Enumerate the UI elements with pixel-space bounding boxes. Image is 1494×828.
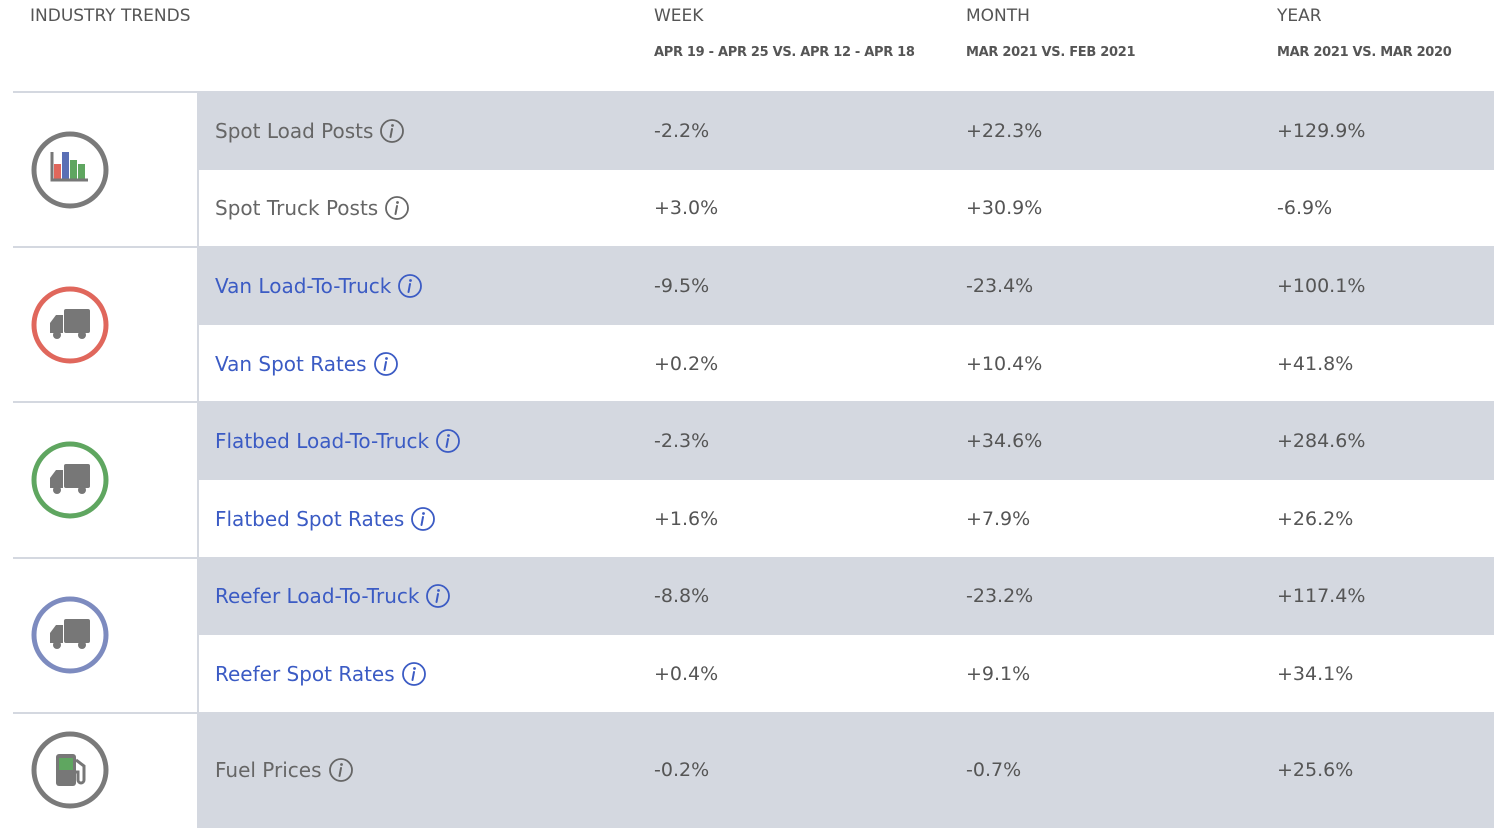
column-header: YEAR xyxy=(1277,6,1322,26)
label-text: Reefer Spot Rates xyxy=(215,661,395,686)
cell-value: +7.9% xyxy=(966,507,1031,530)
cell-value: +41.8% xyxy=(1277,352,1354,375)
row-label: Fuel Prices xyxy=(215,757,354,783)
cell-value: -0.7% xyxy=(966,759,1022,782)
cell-value: -23.2% xyxy=(966,585,1034,608)
info-icon xyxy=(425,583,451,609)
group-icon xyxy=(30,130,110,210)
column-header: WEEK xyxy=(654,6,704,26)
label-text: Van Load-To-Truck xyxy=(215,273,392,298)
column-subtitle: MAR 2021 VS. MAR 2020 xyxy=(1277,45,1452,60)
label-text: Fuel Prices xyxy=(215,758,322,783)
cell-value: -9.5% xyxy=(654,274,710,297)
group-icon xyxy=(30,440,110,520)
label-text: Reefer Load-To-Truck xyxy=(215,584,420,609)
cell-value: +25.6% xyxy=(1277,759,1354,782)
row-label: Spot Load Posts xyxy=(215,118,405,144)
info-icon xyxy=(397,273,423,299)
cell-value: -0.2% xyxy=(654,759,710,782)
cell-value: +9.1% xyxy=(966,662,1031,685)
table-row: Van Load-To-Truck -9.5% -23.4% +100.1% xyxy=(198,247,1494,325)
info-icon xyxy=(410,506,436,532)
page-title: INDUSTRY TRENDS xyxy=(30,6,191,26)
info-icon xyxy=(373,351,399,377)
label-text: Flatbed Load-To-Truck xyxy=(215,429,430,454)
group-icon xyxy=(30,730,110,810)
column-subtitle: APR 19 - APR 25 VS. APR 12 - APR 18 xyxy=(654,45,915,60)
cell-value: -2.3% xyxy=(654,430,710,453)
table-row: Flatbed Spot Rates +1.6% +7.9% +26.2% xyxy=(198,480,1494,558)
cell-value: +0.2% xyxy=(654,352,719,375)
row-label: Flatbed Load-To-Truck xyxy=(215,428,461,454)
cell-value: +34.1% xyxy=(1277,662,1354,685)
row-label: Reefer Load-To-Truck xyxy=(215,583,451,609)
cell-value: +30.9% xyxy=(966,197,1043,220)
table-row: Fuel Prices -0.2% -0.7% +25.6% xyxy=(198,712,1494,828)
info-icon xyxy=(328,757,354,783)
label-text: Van Spot Rates xyxy=(215,351,367,376)
cell-value: +34.6% xyxy=(966,430,1043,453)
cell-value: -23.4% xyxy=(966,274,1034,297)
cell-value: +117.4% xyxy=(1277,585,1366,608)
info-icon xyxy=(435,428,461,454)
info-icon xyxy=(379,118,405,144)
table-row: Reefer Load-To-Truck -8.8% -23.2% +117.4% xyxy=(198,557,1494,636)
cell-value: +0.4% xyxy=(654,662,719,685)
cell-value: -8.8% xyxy=(654,585,710,608)
cell-value: +3.0% xyxy=(654,197,719,220)
cell-value: +284.6% xyxy=(1277,430,1366,453)
row-label: Van Spot Rates xyxy=(215,351,399,377)
cell-value: -2.2% xyxy=(654,119,710,142)
cell-value: +26.2% xyxy=(1277,507,1354,530)
column-divider xyxy=(197,92,199,828)
cell-value: +1.6% xyxy=(654,507,719,530)
label-text: Spot Truck Posts xyxy=(215,196,379,221)
cell-value: +129.9% xyxy=(1277,119,1366,142)
cell-value: +100.1% xyxy=(1277,274,1366,297)
column-subtitle: MAR 2021 VS. FEB 2021 xyxy=(966,45,1136,60)
label-text: Flatbed Spot Rates xyxy=(215,506,405,531)
table-row: Reefer Spot Rates +0.4% +9.1% +34.1% xyxy=(198,635,1494,713)
column-header: MONTH xyxy=(966,6,1030,26)
row-label: Spot Truck Posts xyxy=(215,195,410,221)
cell-value: +22.3% xyxy=(966,119,1043,142)
info-icon xyxy=(401,661,427,687)
group-icon xyxy=(30,595,110,675)
group-icon xyxy=(30,285,110,365)
table-row: Spot Truck Posts +3.0% +30.9% -6.9% xyxy=(198,170,1494,248)
row-label: Flatbed Spot Rates xyxy=(215,506,436,532)
info-icon xyxy=(384,195,410,221)
row-label: Reefer Spot Rates xyxy=(215,661,427,687)
cell-value: -6.9% xyxy=(1277,197,1333,220)
cell-value: +10.4% xyxy=(966,352,1043,375)
label-text: Spot Load Posts xyxy=(215,118,374,143)
row-label: Van Load-To-Truck xyxy=(215,273,423,299)
table-row: Van Spot Rates +0.2% +10.4% +41.8% xyxy=(198,325,1494,403)
table-row: Spot Load Posts -2.2% +22.3% +129.9% xyxy=(198,92,1494,170)
table-row: Flatbed Load-To-Truck -2.3% +34.6% +284.6% xyxy=(198,402,1494,480)
